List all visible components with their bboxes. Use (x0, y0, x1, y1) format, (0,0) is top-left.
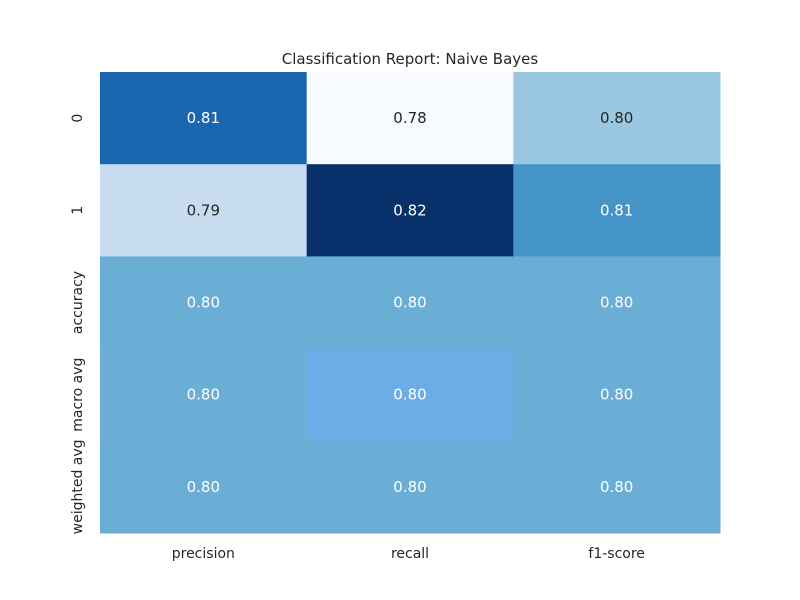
heatmap-cell-2-2 (513, 256, 721, 350)
y-tick-label: 1 (70, 206, 86, 215)
heatmap-cell-2-1 (306, 256, 514, 350)
heatmap-cell-label: 0.80 (600, 386, 633, 404)
heatmap-cell-0-0 (100, 72, 308, 165)
heatmap-cell-label: 0.80 (393, 294, 426, 312)
heatmap-cell-label: 0.80 (393, 386, 426, 404)
y-tick-label: macro avg (70, 358, 86, 432)
heatmap-cell-1-1 (306, 164, 514, 257)
chart-title: Classification Report: Naive Bayes (282, 50, 539, 68)
heatmap-cell-1-0 (100, 164, 308, 257)
heatmap-cell-label: 0.80 (187, 294, 220, 312)
heatmap-cell-0-1 (306, 72, 514, 165)
heatmap-cell-4-2 (513, 440, 721, 534)
heatmap-cell-3-1 (306, 348, 514, 442)
heatmap-cell-label: 0.80 (187, 386, 220, 404)
heatmap-cell-label: 0.79 (187, 201, 220, 219)
heatmap-cells: 0.81 0.78 0.80 0.79 0.82 0.81 0.80 0.80 0.80 0.80… (100, 72, 721, 534)
heatmap-cell-4-0 (100, 440, 308, 534)
heatmap-cell-1-2 (513, 164, 721, 257)
heatmap-cell-label: 0.80 (600, 294, 633, 312)
x-tick-label: recall (391, 546, 429, 562)
x-tick-label: f1-score (588, 546, 645, 562)
y-tick-label: weighted avg (70, 439, 86, 534)
heatmap-cell-label: 0.80 (393, 478, 426, 496)
y-axis-tick-labels: 0 1 accuracy macro avg weighted avg (70, 114, 86, 535)
heatmap-cell-label: 0.81 (600, 201, 633, 219)
heatmap-cell-0-2 (513, 72, 721, 165)
heatmap-cell-3-2 (513, 348, 721, 442)
heatmap-cell-label: 0.82 (393, 201, 426, 219)
heatmap-cell-label: 0.78 (393, 109, 426, 127)
heatmap-cell-label: 0.80 (600, 478, 633, 496)
y-tick-label: 0 (70, 114, 86, 123)
heatmap-cell-4-1 (306, 440, 514, 534)
x-axis-tick-labels: precision recall f1-score (172, 546, 645, 562)
heatmap-cell-label: 0.81 (187, 109, 220, 127)
heatmap-cell-2-0 (100, 256, 308, 350)
heatmap-cell-label: 0.80 (187, 478, 220, 496)
heatmap-cell-label: 0.80 (600, 109, 633, 127)
x-tick-label: precision (172, 546, 235, 562)
heatmap-cell-3-0 (100, 348, 308, 442)
y-tick-label: accuracy (70, 271, 86, 334)
